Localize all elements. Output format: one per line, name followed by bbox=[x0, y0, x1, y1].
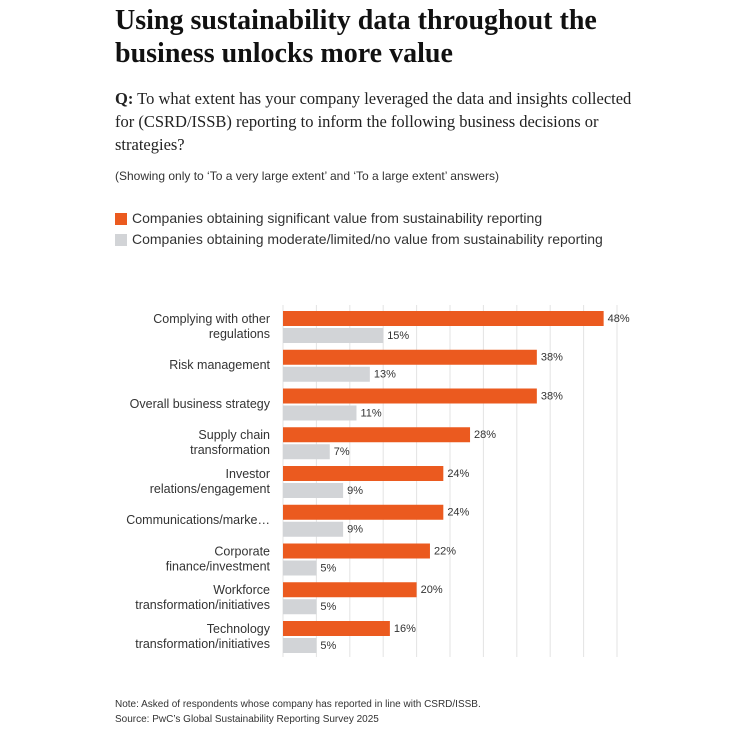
category-label: Overall business strategy bbox=[130, 397, 271, 411]
category-label: Corporate bbox=[214, 544, 270, 558]
value-label: 7% bbox=[334, 446, 350, 458]
category-label: transformation/initiatives bbox=[135, 637, 270, 651]
category-label: relations/engagement bbox=[150, 482, 271, 496]
category-label: regulations bbox=[209, 327, 270, 341]
bar bbox=[283, 328, 384, 343]
category-label: Risk management bbox=[169, 358, 270, 372]
bar bbox=[283, 504, 444, 520]
legend-label: Companies obtaining moderate/limited/no … bbox=[132, 231, 603, 247]
question-label: Q: bbox=[115, 89, 134, 108]
value-label: 16% bbox=[394, 623, 416, 635]
value-label: 5% bbox=[320, 562, 336, 574]
value-label: 9% bbox=[347, 524, 363, 536]
value-label: 24% bbox=[447, 468, 469, 480]
value-label: 20% bbox=[421, 584, 443, 596]
category-label: Supply chain bbox=[198, 428, 270, 442]
bar bbox=[283, 560, 317, 576]
value-label: 28% bbox=[474, 429, 496, 441]
question: Q: To what extent has your company lever… bbox=[115, 87, 645, 156]
category-label: Technology bbox=[207, 622, 271, 636]
legend-swatch bbox=[115, 234, 127, 246]
legend: Companies obtaining significant value fr… bbox=[115, 210, 615, 252]
value-label: 15% bbox=[387, 330, 409, 342]
category-label: transformation/initiatives bbox=[135, 598, 270, 612]
legend-item: Companies obtaining moderate/limited/no … bbox=[115, 231, 615, 248]
bar bbox=[283, 388, 537, 404]
chart-title: Using sustainability data throughout the… bbox=[115, 5, 597, 69]
value-label: 5% bbox=[320, 601, 336, 613]
footnote: Source: PwC’s Global Sustainability Repo… bbox=[115, 714, 379, 725]
bar bbox=[283, 427, 471, 443]
legend-swatch bbox=[115, 213, 127, 225]
bar bbox=[283, 311, 604, 326]
question-text: To what extent has your company leverage… bbox=[115, 89, 632, 154]
footnotes: Note: Asked of respondents whose company… bbox=[115, 697, 481, 727]
bar bbox=[283, 582, 417, 598]
category-label: Investor bbox=[226, 467, 270, 481]
value-label: 5% bbox=[320, 640, 336, 652]
category-label: Communications/marke… bbox=[126, 513, 270, 527]
bar bbox=[283, 638, 317, 653]
bar bbox=[283, 543, 430, 559]
value-label: 48% bbox=[608, 313, 630, 325]
category-label: Workforce bbox=[213, 583, 270, 597]
bar bbox=[283, 349, 537, 365]
value-label: 38% bbox=[541, 352, 563, 364]
bar bbox=[283, 521, 344, 537]
footnote: Note: Asked of respondents whose company… bbox=[115, 699, 481, 710]
subtitle: (Showing only to ‘To a very large extent… bbox=[115, 169, 499, 183]
value-label: 22% bbox=[434, 545, 456, 557]
legend-label: Companies obtaining significant value fr… bbox=[132, 210, 543, 226]
legend-item: Companies obtaining significant value fr… bbox=[115, 210, 615, 227]
bar bbox=[283, 444, 330, 460]
category-label: Complying with other bbox=[153, 312, 270, 326]
category-label: finance/investment bbox=[166, 559, 271, 573]
bar bbox=[283, 366, 370, 382]
value-label: 38% bbox=[541, 390, 563, 402]
bar bbox=[283, 483, 344, 498]
value-label: 24% bbox=[447, 507, 469, 519]
value-label: 13% bbox=[374, 369, 396, 381]
value-label: 11% bbox=[360, 407, 381, 419]
value-label: 9% bbox=[347, 485, 363, 497]
bar bbox=[283, 405, 357, 421]
category-label: transformation bbox=[190, 443, 270, 457]
bar bbox=[283, 621, 390, 636]
bar bbox=[283, 599, 317, 615]
bar bbox=[283, 466, 444, 481]
